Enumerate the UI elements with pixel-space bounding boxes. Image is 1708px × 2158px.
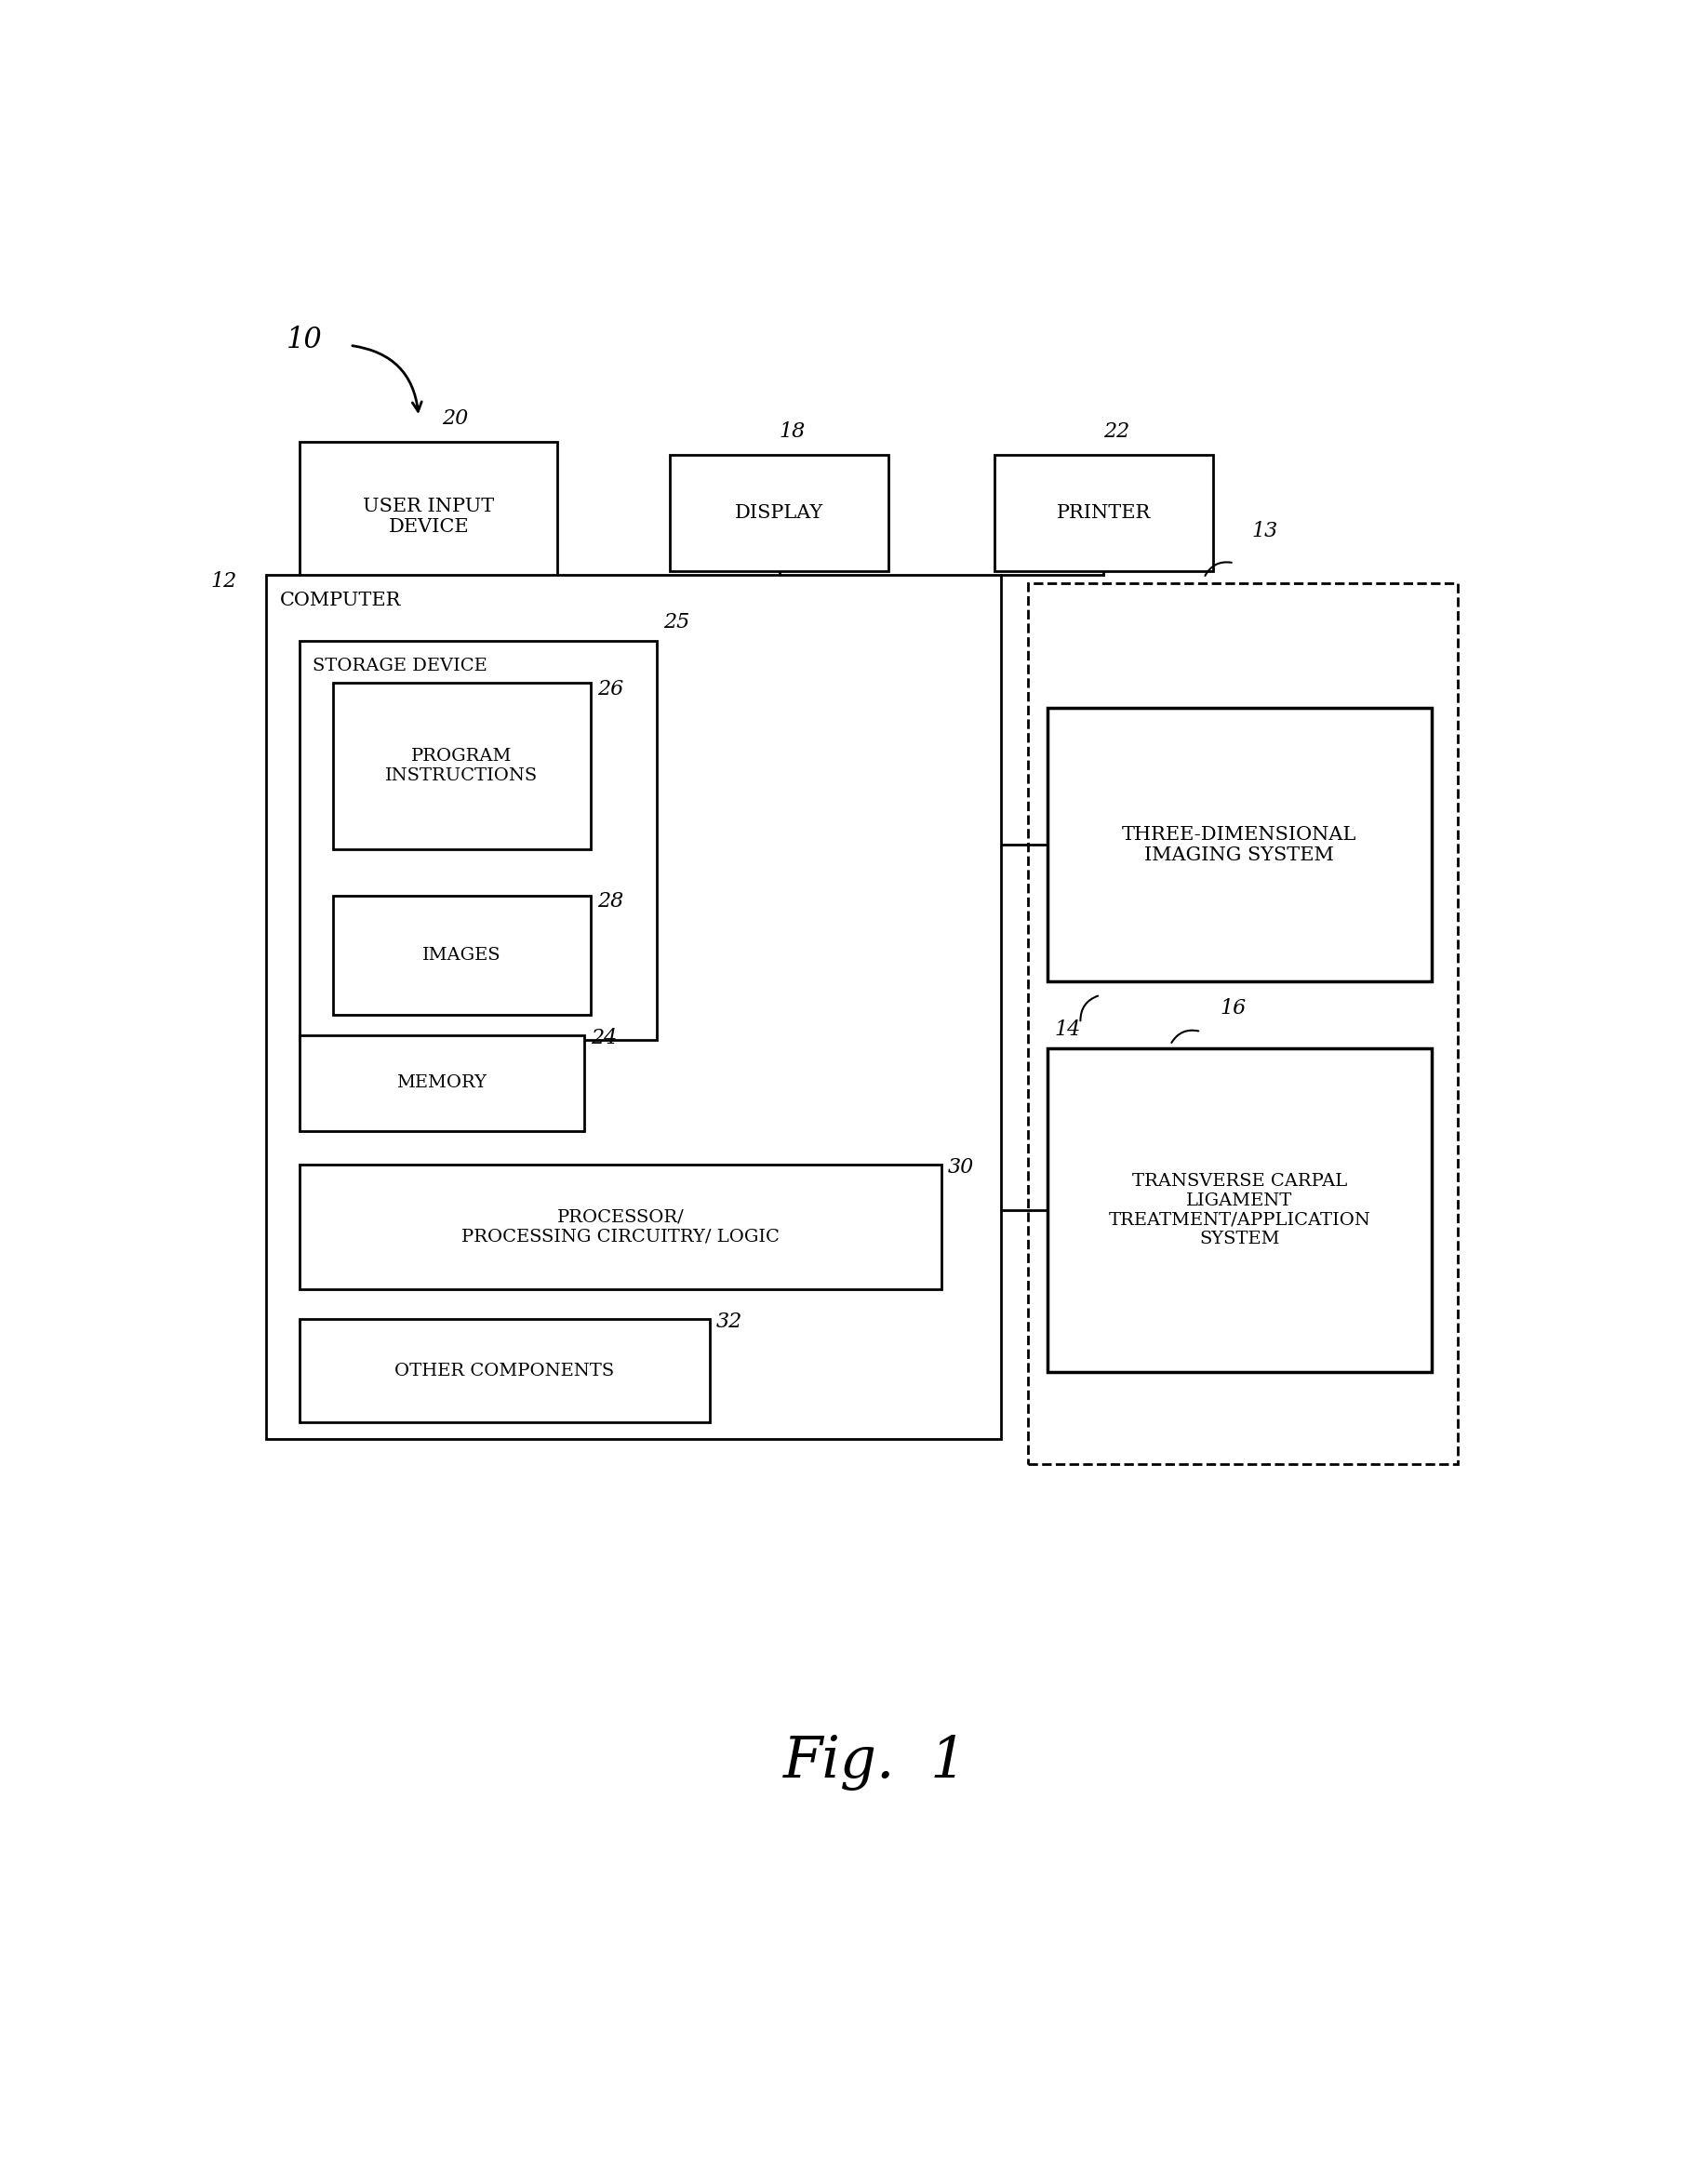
Text: 20: 20 <box>441 408 468 429</box>
Bar <box>299 641 658 1040</box>
Text: PRINTER: PRINTER <box>1057 505 1151 522</box>
Text: 26: 26 <box>598 680 623 699</box>
Text: USER INPUT
DEVICE: USER INPUT DEVICE <box>362 498 494 535</box>
Text: 18: 18 <box>779 421 806 442</box>
Text: 14: 14 <box>1054 1019 1081 1040</box>
Bar <box>266 574 1001 1439</box>
Bar <box>1028 583 1459 1463</box>
Text: 25: 25 <box>664 613 690 632</box>
Text: PROCESSOR/
PROCESSING CIRCUITRY/ LOGIC: PROCESSOR/ PROCESSING CIRCUITRY/ LOGIC <box>461 1208 779 1245</box>
Text: 12: 12 <box>212 572 237 591</box>
Bar <box>299 442 559 591</box>
Text: 30: 30 <box>948 1157 975 1178</box>
Bar <box>299 1319 711 1422</box>
Bar <box>333 896 591 1014</box>
Text: 22: 22 <box>1103 421 1131 442</box>
Bar <box>299 1036 584 1131</box>
Text: TRANSVERSE CARPAL
LIGAMENT
TREATMENT/APPLICATION
SYSTEM: TRANSVERSE CARPAL LIGAMENT TREATMENT/APP… <box>1108 1172 1370 1247</box>
FancyArrowPatch shape <box>1172 1029 1199 1042</box>
Text: COMPUTER: COMPUTER <box>280 591 401 609</box>
Text: 28: 28 <box>598 891 623 913</box>
Text: MEMORY: MEMORY <box>396 1075 487 1092</box>
Text: 24: 24 <box>591 1027 617 1049</box>
Text: OTHER COMPONENTS: OTHER COMPONENTS <box>395 1362 615 1379</box>
Bar <box>1047 1049 1431 1372</box>
Text: DISPLAY: DISPLAY <box>734 505 823 522</box>
FancyArrowPatch shape <box>1206 563 1231 576</box>
Text: IMAGES: IMAGES <box>422 947 500 965</box>
Text: 32: 32 <box>717 1312 743 1331</box>
FancyArrowPatch shape <box>1081 995 1098 1021</box>
Bar <box>994 455 1213 572</box>
Bar <box>1047 708 1431 982</box>
Text: Fig.  1: Fig. 1 <box>784 1735 967 1791</box>
Bar <box>333 682 591 848</box>
Text: THREE-DIMENSIONAL
IMAGING SYSTEM: THREE-DIMENSIONAL IMAGING SYSTEM <box>1122 827 1356 863</box>
Text: 16: 16 <box>1220 997 1247 1019</box>
Text: 13: 13 <box>1252 520 1278 542</box>
Text: 10: 10 <box>287 326 323 354</box>
Text: STORAGE DEVICE: STORAGE DEVICE <box>313 658 487 675</box>
FancyArrowPatch shape <box>352 345 422 412</box>
Bar <box>670 455 888 572</box>
Text: PROGRAM
INSTRUCTIONS: PROGRAM INSTRUCTIONS <box>386 747 538 783</box>
Bar <box>299 1165 941 1288</box>
